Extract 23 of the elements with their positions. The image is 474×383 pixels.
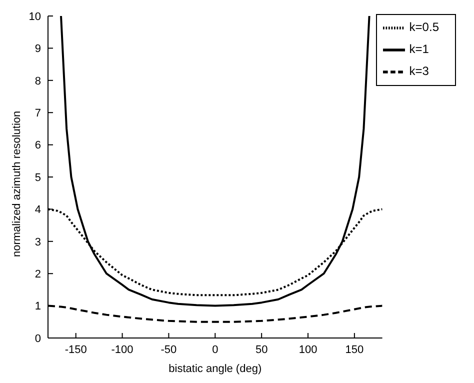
- y-tick-label: 2: [34, 268, 41, 281]
- y-tick-label: 5: [34, 172, 41, 184]
- y-tick-label: 3: [34, 236, 41, 248]
- y-tick-label: 1: [34, 300, 41, 313]
- x-tick-label: 150: [345, 344, 364, 356]
- y-tick-label: 7: [34, 108, 41, 120]
- y-tick-label: 10: [28, 10, 41, 23]
- y-tick-label: 8: [34, 75, 41, 88]
- y-tick-label: 6: [34, 140, 41, 152]
- x-tick-label: -100: [111, 344, 134, 356]
- legend-label: k=1: [409, 42, 429, 56]
- x-tick-label: 0: [212, 344, 218, 356]
- legend-label: k=0.5: [409, 20, 439, 34]
- y-tick-label: 0: [34, 332, 41, 345]
- legend-label: k=3: [409, 64, 429, 78]
- x-tick-label: 50: [255, 344, 268, 356]
- y-tick-label: 4: [34, 204, 41, 216]
- x-tick-label: -150: [64, 344, 87, 356]
- y-tick-label: 9: [34, 43, 41, 56]
- x-axis-title: bistatic angle (deg): [168, 363, 262, 375]
- y-axis-title: normalized azimuth resolution: [10, 110, 23, 257]
- x-tick-label: 100: [298, 344, 318, 356]
- x-tick-label: -50: [160, 344, 177, 356]
